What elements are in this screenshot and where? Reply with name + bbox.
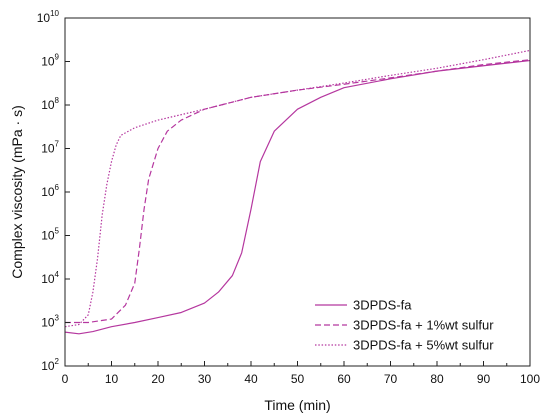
x-tick-label: 10 [105, 372, 119, 386]
y-tick-label: 104 [41, 270, 59, 286]
series-layer [64, 49, 531, 335]
x-tick-label: 100 [520, 372, 540, 386]
y-tick-label: 109 [41, 53, 59, 69]
x-tick-label: 70 [384, 372, 398, 386]
x-tick-label: 90 [477, 372, 491, 386]
x-tick-label: 80 [430, 372, 444, 386]
x-tick-label: 40 [244, 372, 258, 386]
y-tick-label: 106 [41, 183, 59, 199]
legend: 3DPDS-fa 3DPDS-fa + 1%wt sulfur 3DPDS-fa +… [315, 298, 494, 353]
series-line-2 [65, 59, 531, 324]
ticks-layer [64, 17, 531, 367]
x-tick-label: 60 [337, 372, 351, 386]
y-axis-title: Complex viscosity (mPa · s) [9, 105, 25, 278]
legend-label-1: 3DPDS-fa [353, 298, 412, 313]
tick-labels-layer: 0 10 20 30 40 50 60 70 80 90 100 102 103 104 105 106 107… [37, 9, 541, 386]
x-tick-label: 0 [62, 372, 69, 386]
y-tick-label: 105 [41, 227, 59, 243]
x-axis-title: Time (min) [264, 397, 330, 413]
x-tick-label: 20 [151, 372, 165, 386]
y-tick-label: 102 [41, 357, 59, 373]
series-line-3 [64, 49, 531, 328]
legend-label-2: 3DPDS-fa + 1%wt sulfur [353, 318, 494, 333]
y-tick-label: 1010 [37, 9, 60, 25]
y-tick-label: 108 [41, 96, 59, 112]
x-tick-label: 50 [291, 372, 305, 386]
legend-label-3: 3DPDS-fa + 5%wt sulfur [353, 338, 494, 353]
x-tick-label: 30 [198, 372, 212, 386]
y-tick-label: 103 [41, 314, 59, 330]
y-tick-label: 107 [41, 140, 59, 156]
series-line-1 [64, 59, 531, 335]
